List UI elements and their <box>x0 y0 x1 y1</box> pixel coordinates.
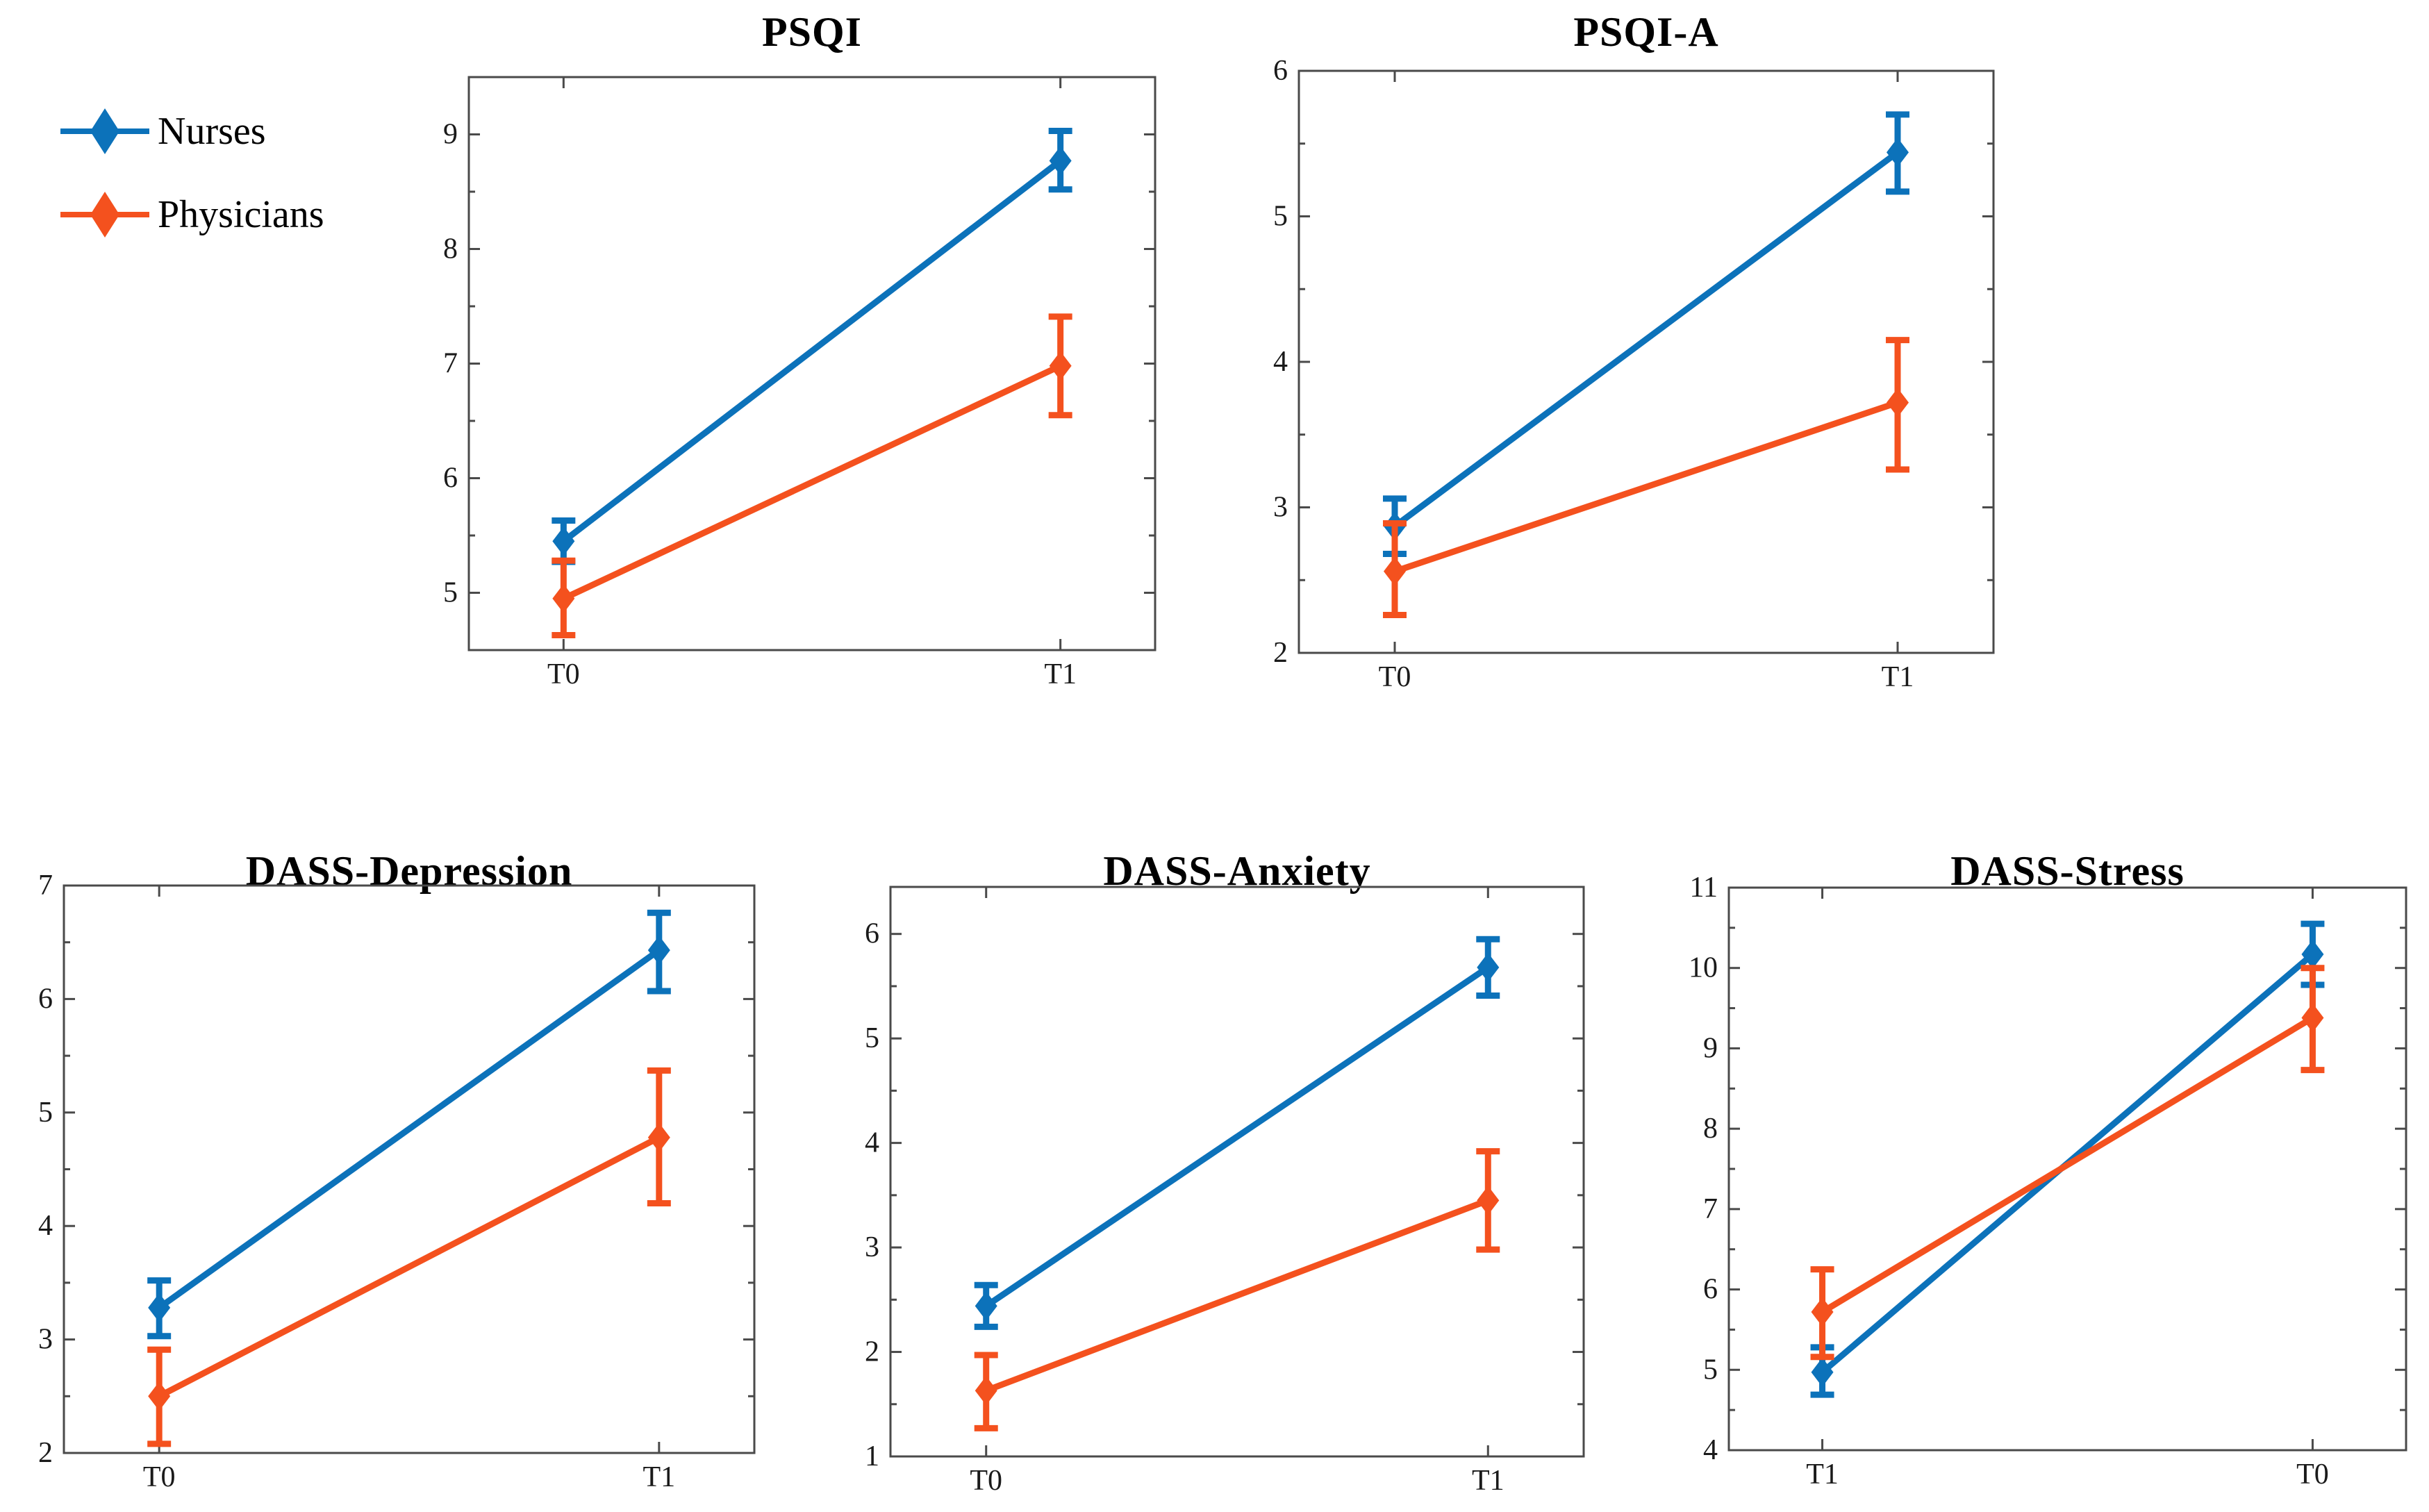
y-tick-label: 2 <box>38 1437 53 1469</box>
y-tick-label: 3 <box>865 1231 879 1263</box>
y-tick-label: 6 <box>38 983 53 1015</box>
series-line <box>158 1134 661 1399</box>
data-point-marker <box>1811 1297 1834 1327</box>
y-tick-label: 8 <box>1703 1113 1718 1145</box>
series-physicians <box>552 313 1072 639</box>
x-tick-label: T1 <box>1882 661 1914 693</box>
y-tick-label: 9 <box>1703 1032 1718 1064</box>
data-point-marker <box>552 583 575 613</box>
chart-psqi: 5 6 7 8 9 T0 T1 <box>443 76 1157 690</box>
data-point-marker <box>552 526 575 556</box>
series-physicians <box>147 1067 671 1447</box>
x-tick-label: T1 <box>1472 1465 1504 1497</box>
y-tick-label: 11 <box>1690 872 1718 904</box>
y-tick-label: 5 <box>38 1097 53 1129</box>
data-point-marker <box>148 1293 171 1322</box>
x-tick-label: T0 <box>970 1465 1002 1497</box>
x-tick-label: T0 <box>2296 1459 2329 1490</box>
chart-dass-anxiety: 1 2 3 4 5 6 T0 T1 <box>865 886 1585 1497</box>
diamond-marker-icon <box>90 108 119 154</box>
data-point-marker <box>1477 952 1500 982</box>
data-point-marker <box>1811 1357 1834 1387</box>
y-tick-label: 5 <box>443 577 458 609</box>
series-line <box>157 947 661 1311</box>
diamond-marker-icon <box>90 192 119 238</box>
y-tick-label: 4 <box>38 1210 53 1242</box>
legend-item-nurses: Nurses <box>59 103 324 160</box>
series-nurses <box>147 909 671 1340</box>
series-line <box>562 363 1062 601</box>
y-tick-label: 5 <box>1273 201 1288 233</box>
y-tick-label: 6 <box>865 918 879 950</box>
legend-label-physicians: Physicians <box>158 193 324 236</box>
series-line <box>985 1197 1489 1394</box>
legend-item-physicians: Physicians <box>59 186 324 243</box>
data-point-marker <box>975 1376 997 1406</box>
series-nurses <box>552 128 1072 565</box>
data-point-marker <box>647 936 670 965</box>
y-tick-label: 6 <box>1703 1274 1718 1306</box>
series-line <box>561 158 1063 544</box>
data-point-marker <box>1887 138 1909 167</box>
physicians-line-diamond-icon <box>60 192 149 238</box>
x-tick-label: T0 <box>143 1461 176 1493</box>
chart-psqi-a: 2 3 4 5 6 T0 T1 <box>1273 55 1995 693</box>
y-tick-label: 7 <box>38 870 53 902</box>
data-point-marker <box>647 1122 670 1152</box>
data-point-marker <box>1049 146 1072 176</box>
x-tick-label: T0 <box>547 658 580 690</box>
data-point-marker <box>148 1381 171 1411</box>
y-tick-label: 3 <box>38 1324 53 1356</box>
chart-title-psqi-a: PSQI-A <box>1573 9 1719 55</box>
data-point-marker <box>975 1291 997 1321</box>
y-tick-label: 4 <box>1703 1434 1718 1466</box>
data-point-marker <box>2301 1003 2324 1033</box>
chart-dass-stress: 4 5 6 7 8 9 10 11 T1 T0 <box>1689 872 2407 1490</box>
y-tick-label: 4 <box>865 1127 879 1159</box>
x-tick-label: T1 <box>643 1461 675 1493</box>
y-tick-label: 5 <box>865 1022 879 1054</box>
series-line <box>984 965 1490 1309</box>
chart-title-psqi: PSQI <box>761 9 863 55</box>
chart-dass-depression: 2 3 4 5 6 7 T0 T1 <box>38 870 756 1493</box>
y-tick-label: 5 <box>1703 1354 1718 1386</box>
data-point-marker <box>1477 1186 1500 1215</box>
chart-title-dass-stress: DASS-Stress <box>1950 848 2185 894</box>
series-nurses <box>1383 111 1909 558</box>
y-tick-label: 7 <box>1703 1193 1718 1225</box>
y-tick-label: 3 <box>1273 492 1288 524</box>
y-tick-label: 6 <box>443 463 458 495</box>
y-tick-label: 1 <box>865 1440 879 1472</box>
x-tick-label: T1 <box>1806 1459 1839 1490</box>
series-line <box>1821 1015 2314 1315</box>
plot-box <box>63 884 756 1454</box>
legend-label-nurses: Nurses <box>158 110 266 153</box>
y-tick-label: 10 <box>1689 952 1718 984</box>
series-physicians <box>974 1148 1500 1431</box>
data-point-marker <box>1049 351 1072 381</box>
y-tick-label: 2 <box>865 1336 879 1368</box>
legend: Nurses Physicians <box>59 103 324 243</box>
series-nurses <box>1810 920 2325 1398</box>
plot-box <box>889 886 1585 1458</box>
x-tick-label: T1 <box>1044 658 1077 690</box>
data-point-marker <box>1887 388 1909 417</box>
y-tick-label: 8 <box>443 233 458 265</box>
nurses-line-diamond-icon <box>60 108 149 154</box>
y-tick-label: 9 <box>443 119 458 151</box>
series-line <box>1393 399 1899 574</box>
series-nurses <box>974 936 1500 1330</box>
y-tick-label: 4 <box>1273 346 1288 378</box>
y-tick-label: 7 <box>443 348 458 380</box>
series-line <box>1393 149 1900 529</box>
series-physicians <box>1383 337 1909 619</box>
y-tick-label: 2 <box>1273 637 1288 669</box>
x-tick-label: T0 <box>1379 661 1411 693</box>
y-tick-label: 6 <box>1273 55 1288 87</box>
data-point-marker <box>2301 940 2324 970</box>
data-point-marker <box>1384 556 1406 586</box>
series-physicians <box>1810 965 2325 1361</box>
